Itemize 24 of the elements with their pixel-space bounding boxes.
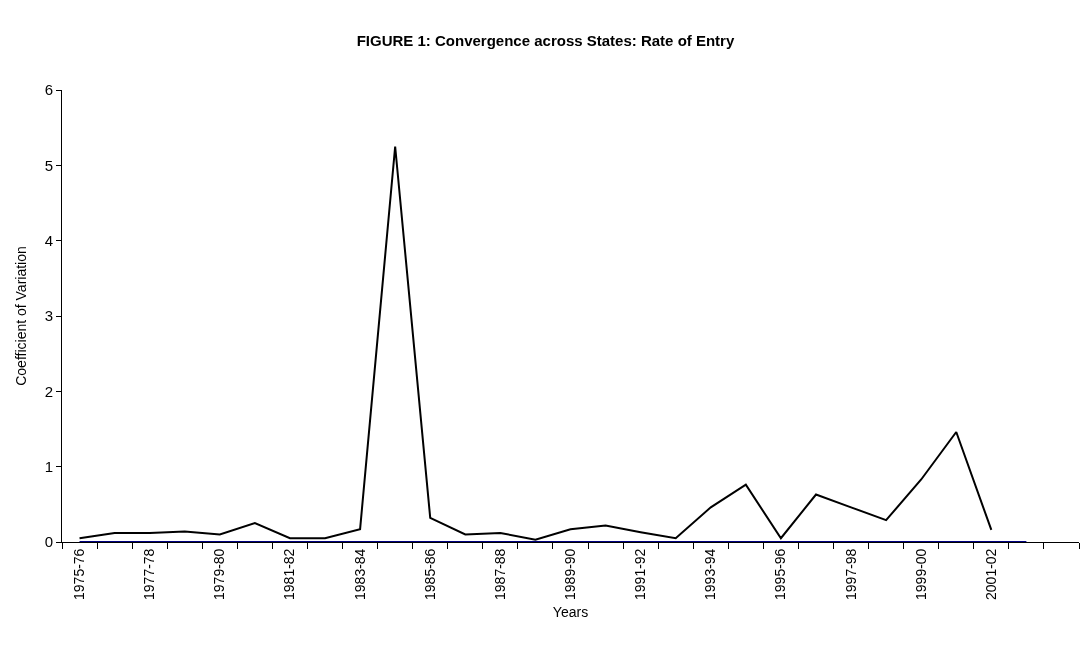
x-tick-label: 1975-76 [71, 548, 88, 600]
y-tick-label: 5 [44, 156, 53, 174]
y-tick-label: 1 [44, 457, 53, 475]
x-tick-label: 1983-84 [351, 548, 368, 600]
x-tick-label: 1987-88 [491, 548, 508, 600]
x-tick-label: 1995-96 [772, 548, 789, 600]
x-tick-label: 1985-86 [421, 548, 438, 600]
x-tick-label: 1979-80 [211, 548, 228, 600]
x-tick-label: 1977-78 [141, 548, 158, 600]
x-tick-label: 1997-98 [842, 548, 859, 600]
y-axis-title: Coefficient of Variation [13, 246, 30, 386]
y-tick-label: 4 [44, 231, 53, 249]
x-axis-title: Years [552, 604, 589, 621]
y-tick-label: 3 [44, 307, 53, 325]
x-tick-label: 1991-92 [632, 548, 649, 600]
chart-title: FIGURE 1: Convergence across States: Rate of Entry [356, 32, 735, 50]
y-tick-label: 6 [44, 81, 53, 99]
x-tick-label: 1993-94 [702, 548, 719, 600]
x-tick-label: 1989-90 [562, 548, 579, 600]
x-tick-label: 1999-00 [912, 548, 929, 600]
x-tick-label: 2001-02 [982, 548, 999, 600]
y-tick-label: 0 [44, 533, 53, 551]
x-tick-label: 1981-82 [281, 548, 298, 600]
y-tick-label: 2 [44, 382, 53, 400]
